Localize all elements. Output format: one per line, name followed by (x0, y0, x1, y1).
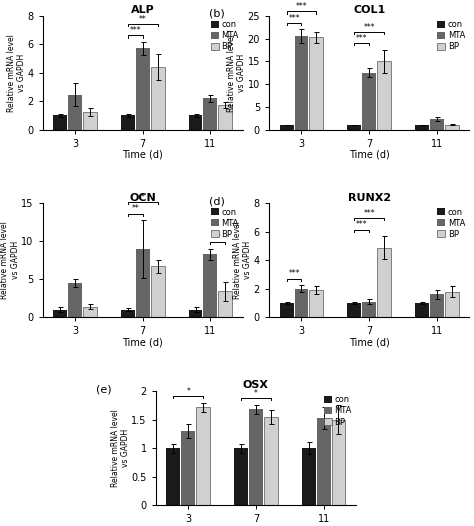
Text: (b): (b) (209, 9, 225, 19)
Bar (83, 307, 97, 317)
Bar (310, 37, 323, 129)
Bar (347, 303, 361, 317)
Y-axis label: Relative mRNA level
vs GAPDH: Relative mRNA level vs GAPDH (233, 221, 252, 299)
Bar (68, 283, 82, 317)
Title: ALP: ALP (131, 5, 155, 15)
Bar (136, 249, 150, 317)
Title: OSX: OSX (243, 380, 269, 390)
Y-axis label: Relative mRNA level
vs GAPDH: Relative mRNA level vs GAPDH (7, 34, 26, 112)
Text: (d): (d) (209, 197, 225, 207)
Bar (347, 125, 361, 129)
Text: ***: *** (364, 23, 375, 32)
Bar (234, 448, 248, 505)
Bar (189, 115, 202, 129)
Title: COL1: COL1 (353, 5, 385, 15)
Text: ***: *** (129, 26, 141, 35)
Text: (e): (e) (96, 385, 111, 394)
Title: OCN: OCN (129, 193, 156, 203)
X-axis label: Time (d): Time (d) (349, 338, 390, 348)
Bar (166, 448, 181, 505)
Bar (136, 48, 150, 129)
Legend: con, MTA, BP: con, MTA, BP (210, 208, 239, 239)
Bar (331, 420, 346, 505)
Bar (294, 289, 309, 317)
Legend: con, MTA, BP: con, MTA, BP (324, 396, 352, 427)
X-axis label: Time (d): Time (d) (349, 150, 390, 160)
Bar (310, 290, 323, 317)
Bar (415, 303, 429, 317)
Bar (280, 303, 293, 317)
Bar (430, 295, 444, 317)
Bar (362, 73, 376, 129)
Y-axis label: Relative mRNA level
vs GAPDH: Relative mRNA level vs GAPDH (0, 221, 20, 299)
Bar (219, 105, 232, 129)
Text: *: * (254, 389, 258, 398)
Bar (196, 407, 210, 505)
Bar (362, 301, 376, 317)
Bar (415, 125, 429, 129)
Bar (302, 448, 316, 505)
Text: **: ** (131, 205, 139, 214)
Text: **: ** (139, 15, 146, 24)
Bar (53, 115, 67, 129)
Bar (264, 417, 278, 505)
Bar (294, 36, 309, 129)
Legend: con, MTA, BP: con, MTA, BP (210, 20, 239, 51)
Bar (189, 310, 202, 317)
Bar (280, 125, 293, 129)
Text: ***: *** (356, 220, 367, 229)
Bar (182, 431, 195, 505)
Bar (53, 310, 67, 317)
Bar (203, 254, 218, 317)
X-axis label: Time (d): Time (d) (236, 525, 276, 526)
Text: ***: *** (288, 14, 300, 23)
Text: **: ** (214, 233, 222, 242)
X-axis label: Time (d): Time (d) (122, 338, 163, 348)
Bar (121, 115, 135, 129)
Legend: con, MTA, BP: con, MTA, BP (437, 208, 465, 239)
Bar (151, 267, 164, 317)
Bar (151, 67, 164, 129)
Y-axis label: Relative mRNA level
vs GAPDH: Relative mRNA level vs GAPDH (227, 34, 246, 112)
Bar (377, 248, 391, 317)
Legend: con, MTA, BP: con, MTA, BP (437, 20, 465, 51)
Bar (430, 119, 444, 129)
Text: *: * (141, 193, 145, 202)
Bar (445, 125, 459, 129)
Text: ***: *** (288, 269, 300, 278)
Bar (219, 291, 232, 317)
Bar (83, 112, 97, 129)
Y-axis label: Relative mRNA level
vs GAPDH: Relative mRNA level vs GAPDH (110, 409, 130, 487)
Bar (249, 409, 263, 505)
Bar (121, 310, 135, 317)
Bar (68, 95, 82, 129)
Text: ***: *** (356, 34, 367, 43)
Text: ***: *** (296, 2, 307, 11)
Text: *: * (186, 387, 190, 396)
Title: RUNX2: RUNX2 (347, 193, 391, 203)
Bar (203, 98, 218, 129)
X-axis label: Time (d): Time (d) (122, 150, 163, 160)
Bar (317, 418, 330, 505)
Bar (445, 291, 459, 317)
Text: ***: *** (364, 209, 375, 218)
Bar (377, 62, 391, 129)
